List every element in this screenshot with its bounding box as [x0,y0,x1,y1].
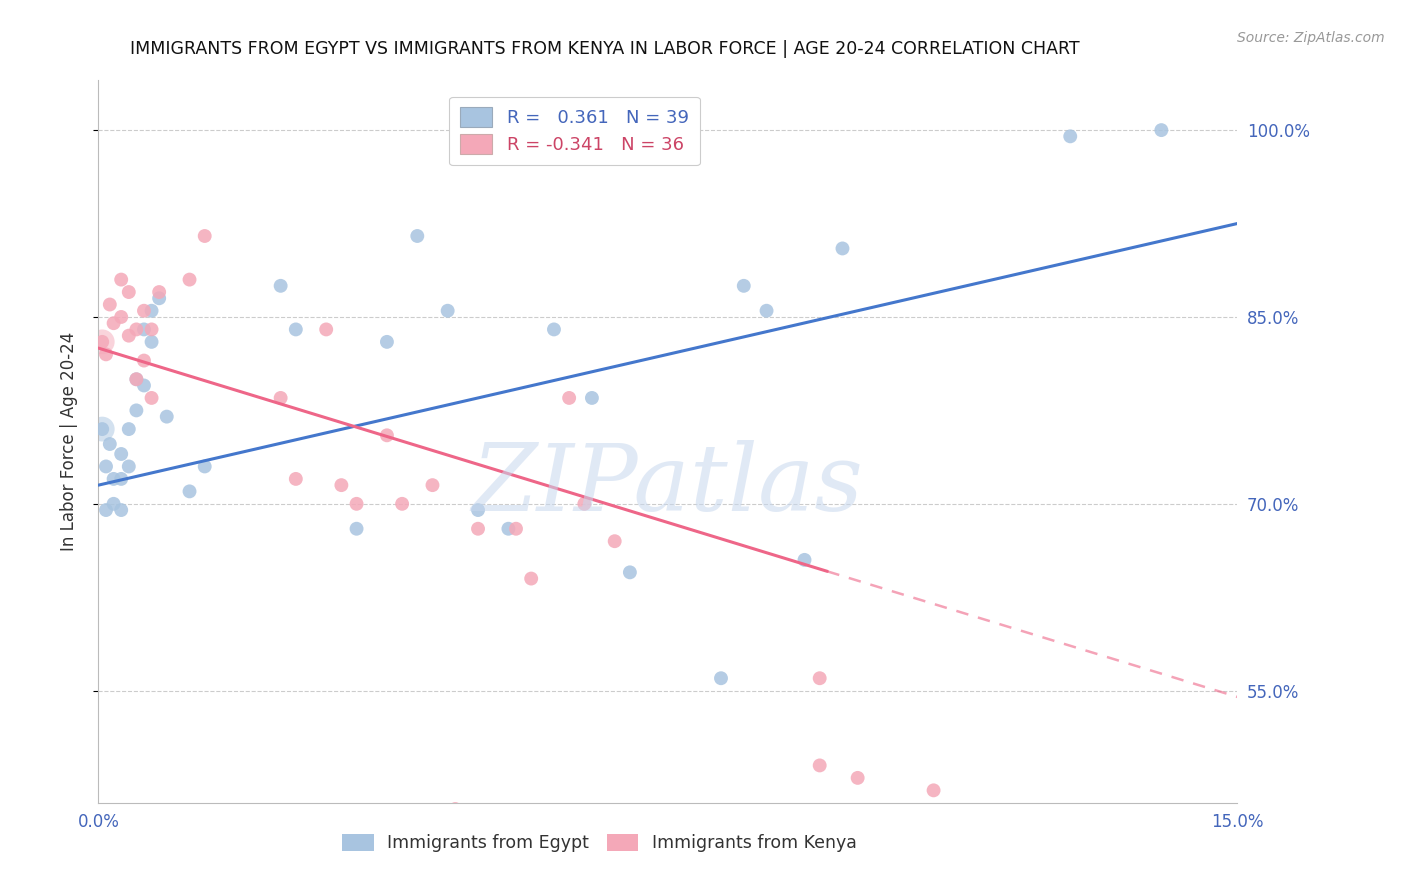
Point [505,522,527,536]
Point [346,522,368,536]
Point [103,316,125,330]
Point [125,403,148,417]
Point [148,291,170,305]
Point [520,572,543,586]
Point [98,297,121,311]
Point [98,437,121,451]
Point [110,272,132,286]
Point [156,409,179,424]
Point [581,391,603,405]
Point [793,553,815,567]
Point [91,334,114,349]
Point [118,328,141,343]
Y-axis label: In Labor Force | Age 20-24: In Labor Force | Age 20-24 [59,332,77,551]
Point [406,229,429,244]
Point [148,285,170,299]
Point [558,391,581,405]
Point [94,503,117,517]
Point [141,334,163,349]
Point [141,303,163,318]
Point [91,422,114,436]
Point [315,322,337,336]
Point [375,334,398,349]
Point [270,278,292,293]
Point [110,472,132,486]
Text: ZIPatlas: ZIPatlas [472,440,863,530]
Point [132,303,155,318]
Point [141,391,163,405]
Point [391,497,413,511]
Point [194,229,217,244]
Point [543,322,565,336]
Point [110,503,132,517]
Point [110,310,132,324]
Point [603,534,626,549]
Point [132,353,155,368]
Point [808,758,831,772]
Point [118,422,141,436]
Point [270,391,292,405]
Point [733,278,755,293]
Point [141,322,163,336]
Point [91,334,114,349]
Legend: Immigrants from Egypt, Immigrants from Kenya: Immigrants from Egypt, Immigrants from K… [336,827,863,859]
Point [118,459,141,474]
Point [375,428,398,442]
Point [808,671,831,685]
Point [436,303,458,318]
Point [194,459,217,474]
Point [284,472,307,486]
Point [94,459,117,474]
Point [922,783,945,797]
Point [1150,123,1173,137]
Point [574,497,596,511]
Point [444,802,467,816]
Point [118,285,141,299]
Point [467,522,489,536]
Text: Source: ZipAtlas.com: Source: ZipAtlas.com [1237,31,1385,45]
Point [619,566,641,580]
Point [1059,129,1081,144]
Point [110,447,132,461]
Point [346,497,368,511]
Point [422,478,444,492]
Point [330,478,353,492]
Point [125,322,148,336]
Text: IMMIGRANTS FROM EGYPT VS IMMIGRANTS FROM KENYA IN LABOR FORCE | AGE 20-24 CORREL: IMMIGRANTS FROM EGYPT VS IMMIGRANTS FROM… [129,40,1080,58]
Point [91,422,114,436]
Point [132,378,155,392]
Point [467,503,489,517]
Point [846,771,869,785]
Point [103,472,125,486]
Point [103,497,125,511]
Point [831,242,853,256]
Point [94,347,117,361]
Point [284,322,307,336]
Point [498,522,520,536]
Point [179,272,201,286]
Point [125,372,148,386]
Point [179,484,201,499]
Point [755,303,778,318]
Point [132,322,155,336]
Point [125,372,148,386]
Point [710,671,733,685]
